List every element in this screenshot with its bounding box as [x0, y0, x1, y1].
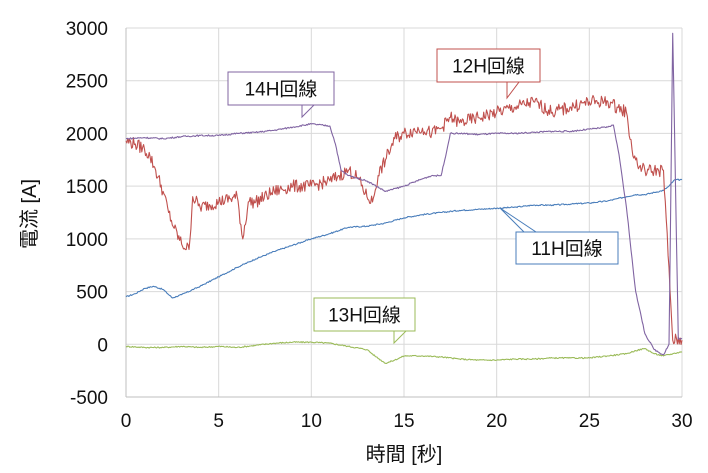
x-tick-label: 25	[579, 411, 600, 432]
y-tick-label: 3000	[66, 19, 108, 40]
y-tick-label: 500	[76, 283, 108, 304]
y-tick-label: 2000	[66, 124, 108, 145]
callout-box-14h	[227, 71, 335, 106]
y-axis-label: 電流 [A]	[18, 179, 41, 249]
callout-box-11h	[515, 231, 619, 265]
callout-label-13h: 13H回線	[328, 305, 401, 327]
axes	[125, 28, 682, 398]
y-tick-label: -500	[70, 388, 108, 409]
ticks-group: -500 0 500 1000 1500 2000 2500 3000 0 5 10 15 20 25 30	[66, 19, 693, 432]
y-tick-label: 1500	[66, 177, 108, 198]
callout-label-11h: 11H回線	[531, 238, 602, 260]
y-tick-label: 0	[97, 335, 108, 356]
x-tick-label: 15	[393, 411, 414, 432]
y-tick-label: 1000	[66, 230, 108, 251]
y-tick-label: 2500	[66, 72, 108, 93]
x-tick-label: 10	[301, 411, 322, 432]
series-line-12h	[125, 94, 683, 345]
callout-label-12h: 12H回線	[452, 56, 525, 78]
x-tick-label: 5	[213, 411, 224, 432]
x-axis-label: 時間 [秒]	[366, 443, 443, 466]
callouts-group: 14H回線 12H回線 11H回線 13H回線	[227, 48, 619, 345]
x-tick-label: 0	[121, 411, 132, 432]
series-group	[125, 32, 683, 365]
series-line-14h	[125, 32, 683, 356]
x-tick-label: 30	[671, 411, 692, 432]
callout-box-12h	[436, 48, 541, 83]
series-line-13h	[125, 341, 683, 365]
series-line-11h	[125, 178, 683, 299]
callout-label-14h: 14H回線	[245, 79, 318, 101]
x-tick-label: 20	[486, 411, 507, 432]
callout-box-13h	[313, 297, 416, 332]
